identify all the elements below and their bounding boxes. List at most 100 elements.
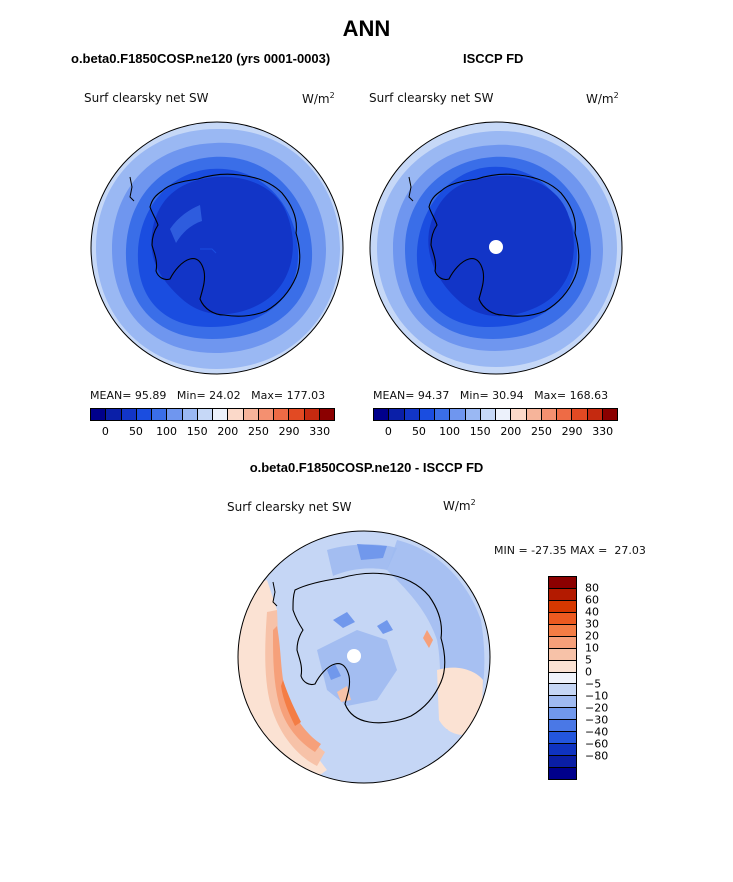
diff-colorbar-tick-label: −40 bbox=[585, 725, 609, 739]
colorbar-tick-label: 150 bbox=[469, 425, 491, 438]
colorbar-swatch bbox=[166, 409, 182, 420]
colorbar-swatch bbox=[403, 409, 419, 420]
panel1-polar-map bbox=[90, 121, 344, 375]
colorbar-swatch bbox=[257, 409, 273, 420]
diff-colorbar-swatch bbox=[549, 695, 576, 708]
diff-colorbar-tick-label: 40 bbox=[585, 605, 599, 619]
diff-colorbar-swatch bbox=[549, 719, 576, 732]
panel2-polar-map bbox=[369, 121, 623, 375]
panel2-pole-gap bbox=[489, 240, 503, 254]
colorbar-tick-label: 0 bbox=[384, 425, 392, 438]
diff-colorbar-tick-label: −60 bbox=[585, 737, 609, 751]
colorbar-tick-label: 290 bbox=[278, 425, 300, 438]
diff-colorbar-tick-label: 60 bbox=[585, 593, 599, 607]
diff-colorbar-swatch bbox=[549, 577, 576, 588]
colorbar-swatch bbox=[181, 409, 197, 420]
diff-colorbar-swatch bbox=[549, 671, 576, 684]
diff-colorbar-tick-label: 10 bbox=[585, 641, 599, 655]
panel1-stats: MEAN= 95.89 Min= 24.02 Max= 177.03 bbox=[90, 389, 326, 402]
colorbar-tick-label: 0 bbox=[101, 425, 109, 438]
diff-colorbar bbox=[548, 576, 577, 780]
colorbar-tick-label: 200 bbox=[217, 425, 239, 438]
diff-colorbar-tick-label: −10 bbox=[585, 689, 609, 703]
colorbar-tick-label: 150 bbox=[186, 425, 208, 438]
diff-colorbar-swatch bbox=[549, 611, 576, 624]
colorbar-swatch bbox=[288, 409, 304, 420]
colorbar-tick-label: 100 bbox=[439, 425, 461, 438]
colorbar-swatch bbox=[91, 409, 106, 420]
colorbar-swatch bbox=[449, 409, 465, 420]
colorbar-tick-label: 330 bbox=[309, 425, 331, 438]
diff-colorbar-swatch bbox=[549, 707, 576, 720]
diff-colorbar-swatch bbox=[549, 635, 576, 648]
diff-colorbar-swatch bbox=[549, 659, 576, 672]
diff-colorbar-swatch bbox=[549, 755, 576, 767]
colorbar-tick-label: 50 bbox=[411, 425, 426, 438]
colorbar-swatch bbox=[571, 409, 587, 420]
diff-colorbar-tick-label: −80 bbox=[585, 749, 609, 763]
diff-colorbar-swatch bbox=[549, 683, 576, 696]
colorbar-swatch bbox=[418, 409, 434, 420]
panel2-units: W/m2 bbox=[586, 91, 619, 106]
colorbar-swatch bbox=[273, 409, 289, 420]
colorbar-tick-label: 100 bbox=[156, 425, 178, 438]
diff-variable-label: Surf clearsky net SW bbox=[227, 500, 352, 514]
diff-colorbar-tick-label: −20 bbox=[585, 701, 609, 715]
colorbar-swatch bbox=[479, 409, 495, 420]
colorbar-swatch bbox=[495, 409, 511, 420]
diff-colorbar-tick-label: 5 bbox=[585, 653, 592, 667]
diff-polar-map bbox=[237, 530, 491, 784]
diff-colorbar-swatch bbox=[549, 647, 576, 660]
diff-colorbar-labels: 80 60 40 30 20 10 5 0 −5 −10 −20 −30 −40 −60 −80 bbox=[585, 576, 625, 780]
diff-colorbar-swatch bbox=[549, 587, 576, 600]
colorbar-swatch bbox=[135, 409, 151, 420]
panel2-colorbar bbox=[373, 408, 618, 421]
colorbar-swatch bbox=[196, 409, 212, 420]
colorbar-tick-label: 330 bbox=[592, 425, 614, 438]
panel2-variable-label: Surf clearsky net SW bbox=[369, 91, 494, 105]
colorbar-tick-label: 250 bbox=[247, 425, 269, 438]
colorbar-swatch bbox=[105, 409, 121, 420]
colorbar-swatch bbox=[318, 409, 334, 420]
plot-main-title: ANN bbox=[342, 16, 391, 41]
panel1-colorbar bbox=[90, 408, 335, 421]
panel2-case-title: ISCCP FD bbox=[463, 51, 524, 66]
colorbar-swatch bbox=[434, 409, 450, 420]
diff-minmax: MIN = -27.35 MAX = 27.03 bbox=[494, 544, 646, 557]
diff-colorbar-tick-label: −5 bbox=[585, 677, 602, 691]
colorbar-tick-label: 250 bbox=[530, 425, 552, 438]
panel1-units: W/m2 bbox=[302, 91, 335, 106]
colorbar-swatch bbox=[540, 409, 556, 420]
colorbar-swatch bbox=[556, 409, 572, 420]
colorbar-swatch bbox=[601, 409, 617, 420]
diff-colorbar-swatch bbox=[549, 623, 576, 636]
colorbar-swatch bbox=[388, 409, 404, 420]
panel1-variable-label: Surf clearsky net SW bbox=[84, 91, 209, 105]
diff-colorbar-swatch bbox=[549, 599, 576, 612]
colorbar-swatch bbox=[525, 409, 541, 420]
colorbar-swatch bbox=[303, 409, 319, 420]
diff-units: W/m2 bbox=[443, 498, 476, 513]
colorbar-swatch bbox=[510, 409, 526, 420]
colorbar-swatch bbox=[151, 409, 167, 420]
colorbar-swatch bbox=[212, 409, 228, 420]
diff-colorbar-tick-label: 30 bbox=[585, 617, 599, 631]
diff-colorbar-tick-label: 20 bbox=[585, 629, 599, 643]
panel1-case-title: o.beta0.F1850COSP.ne120 (yrs 0001-0003) bbox=[71, 51, 331, 66]
diff-colorbar-swatch bbox=[549, 767, 576, 779]
colorbar-swatch bbox=[586, 409, 602, 420]
colorbar-tick-label: 290 bbox=[561, 425, 583, 438]
diff-colorbar-tick-label: 0 bbox=[585, 665, 592, 679]
panel2-colorbar-labels: 0 50 100 150 200 250 290 330 bbox=[373, 425, 618, 439]
diff-title: o.beta0.F1850COSP.ne120 - ISCCP FD bbox=[249, 460, 484, 475]
colorbar-swatch bbox=[374, 409, 389, 420]
diff-colorbar-swatch bbox=[549, 731, 576, 744]
colorbar-swatch bbox=[120, 409, 136, 420]
panel2-stats: MEAN= 94.37 Min= 30.94 Max= 168.63 bbox=[373, 389, 609, 402]
colorbar-tick-label: 50 bbox=[128, 425, 143, 438]
diff-colorbar-tick-label: −30 bbox=[585, 713, 609, 727]
colorbar-swatch bbox=[242, 409, 258, 420]
diff-colorbar-tick-label: 80 bbox=[585, 581, 599, 595]
panel1-colorbar-labels: 0 50 100 150 200 250 290 330 bbox=[90, 425, 335, 439]
colorbar-tick-label: 200 bbox=[500, 425, 522, 438]
